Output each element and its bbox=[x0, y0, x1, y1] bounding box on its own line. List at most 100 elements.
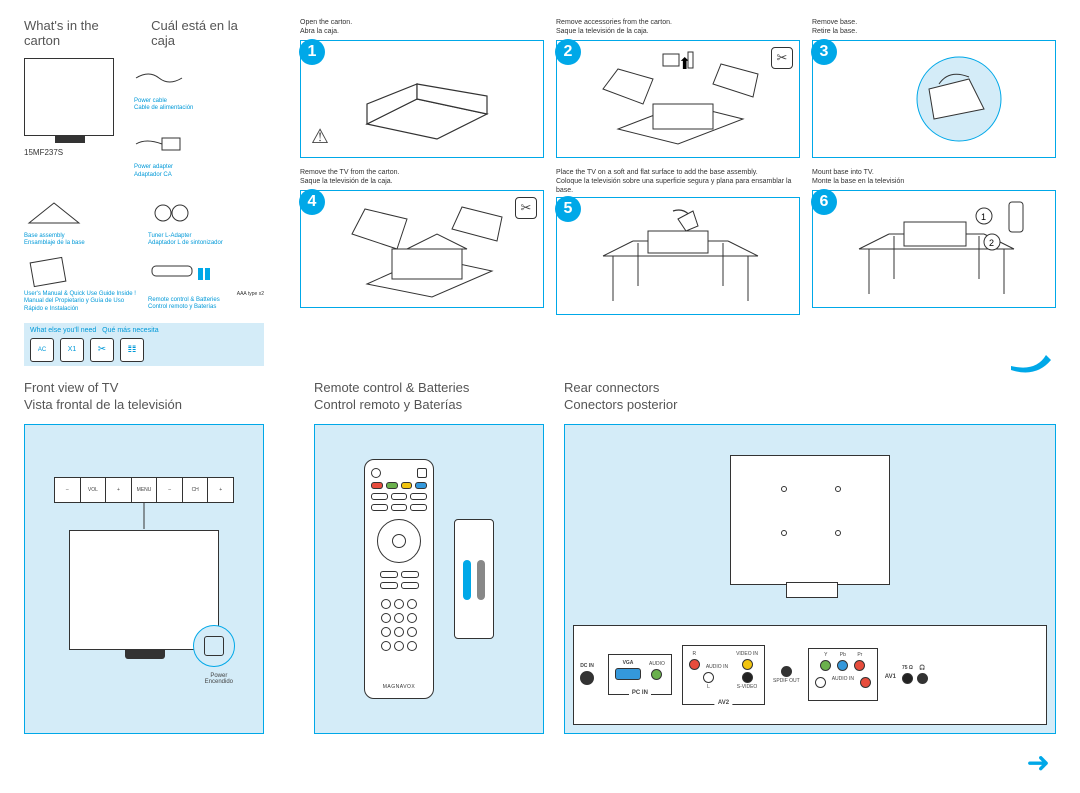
tv-front-button: + bbox=[208, 478, 233, 502]
rear-box: DC IN VGA AUDIO PC IN bbox=[564, 424, 1056, 734]
step-6-text: Mount base into TV.Monte la base en la t… bbox=[812, 168, 1056, 188]
vesa-holes-icon bbox=[781, 486, 841, 536]
need-en: What else you'll need bbox=[30, 327, 96, 334]
carton-item-remote: AAA type x2 Remote control & Batteries C… bbox=[148, 251, 264, 313]
power-label: Power Encendido bbox=[205, 673, 233, 685]
remote-control-icon: MAGNAVOX bbox=[364, 459, 434, 699]
carton-item-manual: User's Manual & Quick Use Guide Inside !… bbox=[24, 251, 140, 313]
rear-section: Rear connectors Conectors posterior DC I… bbox=[564, 380, 1056, 734]
rear-title: Rear connectors Conectors posterior bbox=[564, 380, 1056, 414]
tv-front-button: CH bbox=[183, 478, 209, 502]
av1-y bbox=[820, 660, 831, 671]
rear-tv-icon bbox=[730, 455, 890, 585]
step-5-box: 5 bbox=[556, 197, 800, 315]
step-1: Open the carton.Abra la caja. 1 ⚠ bbox=[300, 18, 544, 158]
need-icon-scissors: ✂ bbox=[90, 338, 114, 362]
step-6: Mount base into TV.Monte la base en la t… bbox=[812, 168, 1056, 315]
front-title: Front view of TV Vista frontal de la tel… bbox=[24, 380, 264, 414]
need-es: Qué más necesita bbox=[102, 327, 158, 334]
tv-icon bbox=[24, 58, 114, 136]
svg-text:2: 2 bbox=[989, 238, 994, 248]
step-3-box: 3 bbox=[812, 40, 1056, 158]
step-5-text: Place the TV on a soft and flat surface … bbox=[556, 168, 800, 195]
step-3-illustration bbox=[819, 47, 1049, 151]
tv-front-button: – bbox=[55, 478, 81, 502]
step-4-box: 4 ✂ bbox=[300, 190, 544, 308]
headphone-group: 🎧 bbox=[917, 666, 928, 684]
carton-item-power-cable: Power cable Cable de alimentación bbox=[134, 58, 264, 112]
need-icons: AC X1 ✂ 𝌮 bbox=[30, 338, 258, 362]
next-page-arrow-icon: ➜ bbox=[1027, 746, 1050, 779]
step-4-text: Remove the TV from the carton.Saque la t… bbox=[300, 168, 544, 188]
av1-audio-r bbox=[860, 677, 871, 688]
power-zoom-circle bbox=[193, 625, 235, 667]
remote-icon bbox=[148, 251, 264, 291]
front-view-box: –VOL+MENU–CH+ Power Encendido bbox=[24, 424, 264, 734]
tv-front-button: – bbox=[157, 478, 183, 502]
carton-section: What's in the carton Cuál está en la caj… bbox=[24, 18, 264, 366]
step-3: Remove base.Retire la base. 3 bbox=[812, 18, 1056, 158]
step-1-box: 1 ⚠ bbox=[300, 40, 544, 158]
step-4: Remove the TV from the carton.Saque la t… bbox=[300, 168, 544, 315]
av2-group: R AUDIO IN L VIDEO IN S-VIDEO AV2 bbox=[682, 645, 765, 705]
carton-title: What's in the carton Cuál está en la caj… bbox=[24, 18, 264, 48]
step-5-illustration bbox=[563, 204, 793, 308]
power-cable-icon bbox=[134, 58, 264, 98]
need-icon-ac: AC bbox=[30, 338, 54, 362]
dc-in-jack bbox=[580, 671, 594, 685]
headphone-jack bbox=[917, 673, 928, 684]
steps-grid: Open the carton.Abra la caja. 1 ⚠ Remove… bbox=[300, 18, 1056, 315]
step-3-badge: 3 bbox=[811, 39, 837, 65]
step-6-box: 6 1 2 bbox=[812, 190, 1056, 308]
av2-audio-l bbox=[703, 672, 714, 683]
connector-panel: DC IN VGA AUDIO PC IN bbox=[573, 625, 1047, 725]
step-1-badge: 1 bbox=[299, 39, 325, 65]
step-1-illustration bbox=[307, 47, 537, 151]
spdif-jack bbox=[781, 666, 792, 677]
tv-front-button: VOL bbox=[81, 478, 107, 502]
svg-text:1: 1 bbox=[981, 212, 986, 222]
remote-box: MAGNAVOX bbox=[314, 424, 544, 734]
power-adapter-icon bbox=[134, 124, 264, 164]
av2-svideo bbox=[742, 672, 753, 683]
manual-icon bbox=[24, 251, 140, 291]
carton-title-en: What's in the carton bbox=[24, 18, 137, 48]
base-assembly-icon bbox=[24, 193, 140, 233]
model-number: 15MF237S bbox=[24, 148, 114, 157]
step-1-text: Open the carton.Abra la caja. bbox=[300, 18, 544, 38]
carton-item-power-adapter: Power adapter Adaptador CA bbox=[134, 124, 264, 178]
page: What's in the carton Cuál está en la caj… bbox=[0, 0, 1080, 793]
tv-front-icon bbox=[69, 530, 219, 650]
av1-audio-l bbox=[815, 677, 826, 688]
pc-in-label: PC IN bbox=[629, 690, 651, 696]
front-view-section: Front view of TV Vista frontal de la tel… bbox=[24, 380, 264, 734]
tuner-adapter-icon bbox=[148, 193, 264, 233]
pc-audio-jack bbox=[651, 669, 662, 680]
step-4-illustration bbox=[307, 197, 537, 301]
av1-pr bbox=[854, 660, 865, 671]
av2-label: AV2 bbox=[715, 700, 732, 706]
step-2-text: Remove accessories from the carton.Saque… bbox=[556, 18, 800, 38]
av1-label: AV1 bbox=[882, 674, 899, 680]
av2-video-in bbox=[742, 659, 753, 670]
headphone-icon: 🎧 bbox=[919, 666, 925, 671]
step-2: Remove accessories from the carton.Saque… bbox=[556, 18, 800, 158]
dc-in-group: DC IN bbox=[580, 664, 594, 685]
spdif-group: SPDIF OUT bbox=[773, 666, 800, 684]
step-6-badge: 6 bbox=[811, 189, 837, 215]
what-else-bar: What else you'll need Qué más necesita A… bbox=[24, 323, 264, 366]
av1-group: Y Pb Pr AUDIO IN AV1 bbox=[808, 648, 878, 701]
pc-in-group: VGA AUDIO PC IN bbox=[608, 654, 672, 695]
step-2-illustration: ⬆ bbox=[563, 47, 793, 151]
zoom-line-icon bbox=[129, 503, 159, 529]
tv-button-bar: –VOL+MENU–CH+ bbox=[54, 477, 234, 503]
warning-icon: ⚠ bbox=[311, 124, 329, 149]
tv-front-button: MENU bbox=[132, 478, 158, 502]
step-3-text: Remove base.Retire la base. bbox=[812, 18, 1056, 38]
antenna-group: 75 Ω bbox=[902, 666, 913, 684]
remote-section: Remote control & Batteries Control remot… bbox=[314, 380, 544, 734]
av1-pb bbox=[837, 660, 848, 671]
tv-front-button: + bbox=[106, 478, 132, 502]
vga-port bbox=[615, 668, 641, 680]
battery-compartment-icon bbox=[454, 519, 494, 639]
